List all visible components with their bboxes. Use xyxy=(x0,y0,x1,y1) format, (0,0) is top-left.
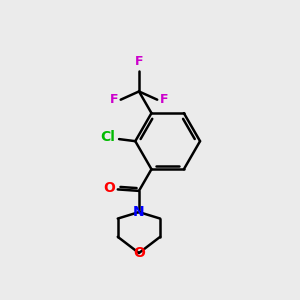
Text: F: F xyxy=(110,93,118,106)
Text: F: F xyxy=(160,93,168,106)
Text: F: F xyxy=(135,56,143,68)
Text: O: O xyxy=(103,181,115,195)
Text: O: O xyxy=(133,246,145,260)
Text: N: N xyxy=(133,205,145,219)
Text: Cl: Cl xyxy=(100,130,115,144)
